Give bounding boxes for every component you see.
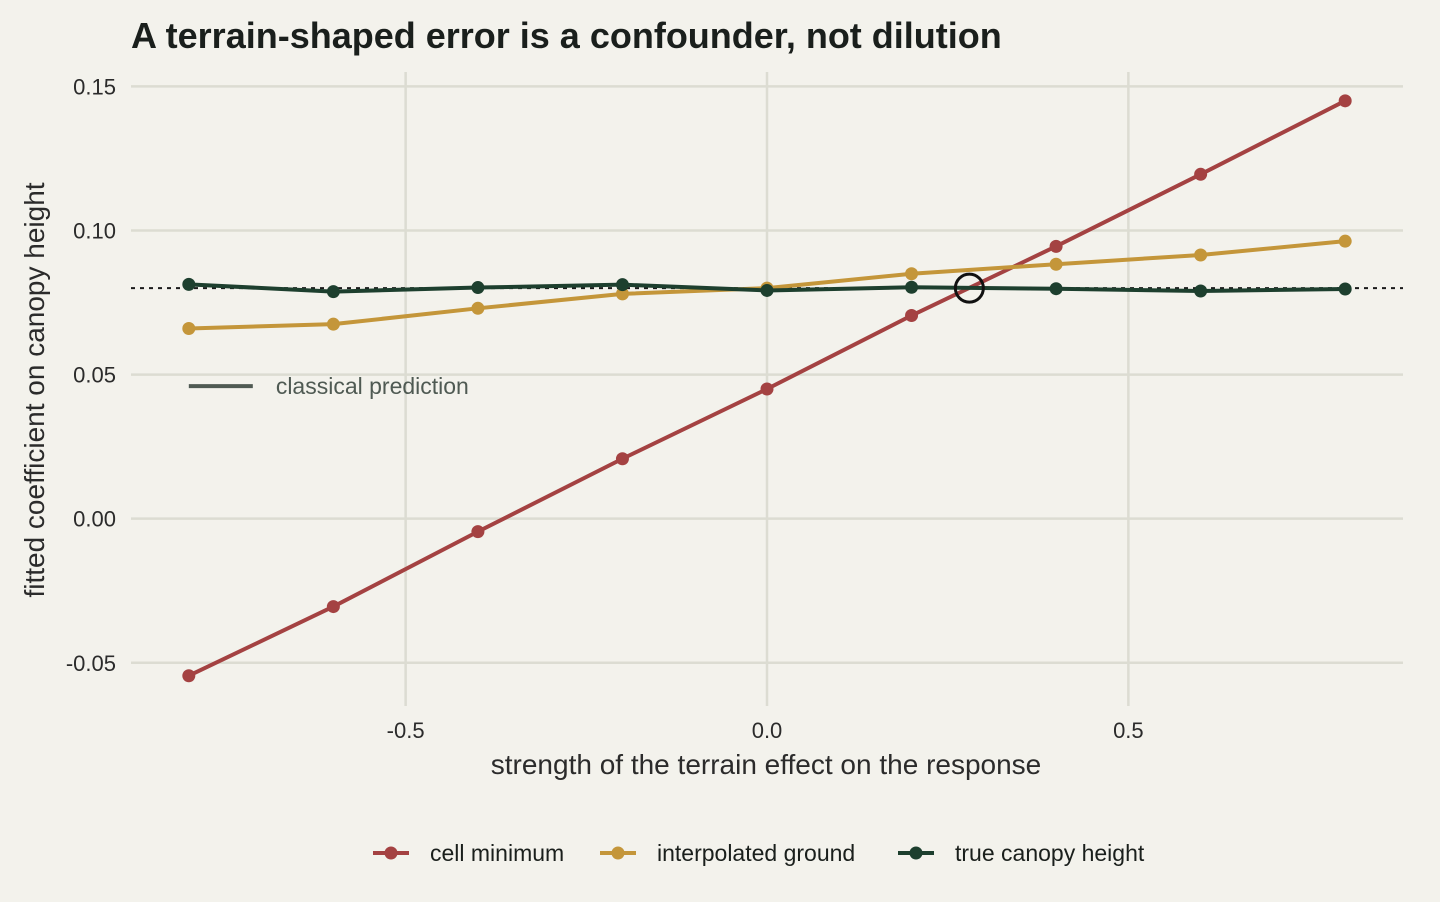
data-point bbox=[1339, 235, 1352, 248]
data-point bbox=[471, 281, 484, 294]
legend-key-point bbox=[612, 847, 625, 860]
data-point bbox=[616, 452, 629, 465]
chart-title: A terrain-shaped error is a confounder, … bbox=[131, 15, 1002, 56]
data-point bbox=[616, 278, 629, 291]
data-point bbox=[471, 302, 484, 315]
y-tick-label: -0.05 bbox=[66, 651, 116, 676]
data-point bbox=[1194, 168, 1207, 181]
legend-label: cell minimum bbox=[430, 840, 564, 866]
y-axis-label: fitted coefficient on canopy height bbox=[19, 182, 50, 597]
y-tick-label: 0.00 bbox=[73, 507, 116, 532]
legend-key-point bbox=[385, 847, 398, 860]
x-tick-label: 0.5 bbox=[1113, 718, 1144, 743]
data-point bbox=[761, 284, 774, 297]
legend-label: true canopy height bbox=[955, 840, 1145, 866]
y-tick-label: 0.10 bbox=[73, 219, 116, 244]
legend: cell minimum interpolated ground true cano… bbox=[373, 840, 1145, 866]
data-point bbox=[761, 383, 774, 396]
x-tick-labels: -0.5 0.0 0.5 bbox=[387, 718, 1144, 743]
annotation-group: classical prediction bbox=[189, 373, 469, 399]
data-point bbox=[327, 600, 340, 613]
data-point bbox=[1194, 285, 1207, 298]
data-point bbox=[1050, 240, 1063, 253]
data-point bbox=[1339, 94, 1352, 107]
y-tick-label: 0.05 bbox=[73, 363, 116, 388]
y-tick-labels: -0.05 0.00 0.05 0.10 0.15 bbox=[66, 74, 116, 675]
data-point bbox=[1050, 282, 1063, 295]
data-point bbox=[327, 318, 340, 331]
y-tick-label: 0.15 bbox=[73, 74, 116, 99]
data-point bbox=[182, 322, 195, 335]
legend-key-point bbox=[910, 847, 923, 860]
data-point bbox=[182, 278, 195, 291]
data-point bbox=[905, 267, 918, 280]
data-point bbox=[1194, 248, 1207, 261]
data-point bbox=[327, 285, 340, 298]
data-point bbox=[905, 281, 918, 294]
x-tick-label: 0.0 bbox=[752, 718, 783, 743]
data-point bbox=[471, 525, 484, 538]
legend-label: interpolated ground bbox=[657, 840, 855, 866]
x-tick-label: -0.5 bbox=[387, 718, 425, 743]
data-point bbox=[182, 669, 195, 682]
data-point bbox=[905, 309, 918, 322]
data-point bbox=[1339, 283, 1352, 296]
data-point bbox=[1050, 258, 1063, 271]
x-axis-label: strength of the terrain effect on the re… bbox=[491, 749, 1042, 780]
annotation-classical-prediction: classical prediction bbox=[276, 373, 469, 399]
